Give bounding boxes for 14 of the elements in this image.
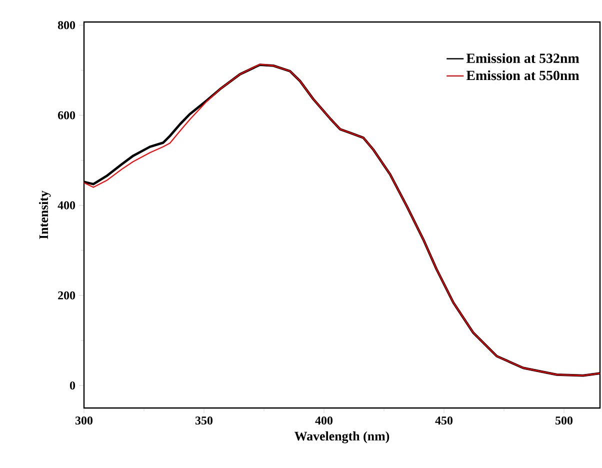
legend-label: Emission at 550nm: [466, 70, 580, 80]
x-tick-label: 400: [315, 416, 333, 425]
y-axis-title: Intensity: [38, 190, 51, 240]
y-tick-label: 0: [70, 381, 76, 390]
x-tick-label: 500: [556, 416, 573, 425]
x-tick-label: 300: [75, 416, 93, 425]
y-tick-label: 600: [58, 111, 76, 120]
y-tick-label: 200: [58, 291, 76, 300]
legend-label: Emission at 532nm: [466, 53, 580, 64]
y-tick-label: 800: [58, 21, 76, 30]
x-tick-label: 350: [195, 416, 213, 425]
y-tick-label: 400: [58, 201, 76, 210]
x-tick-label: 450: [435, 416, 453, 425]
x-axis-title: Wavelength (nm): [294, 431, 390, 444]
